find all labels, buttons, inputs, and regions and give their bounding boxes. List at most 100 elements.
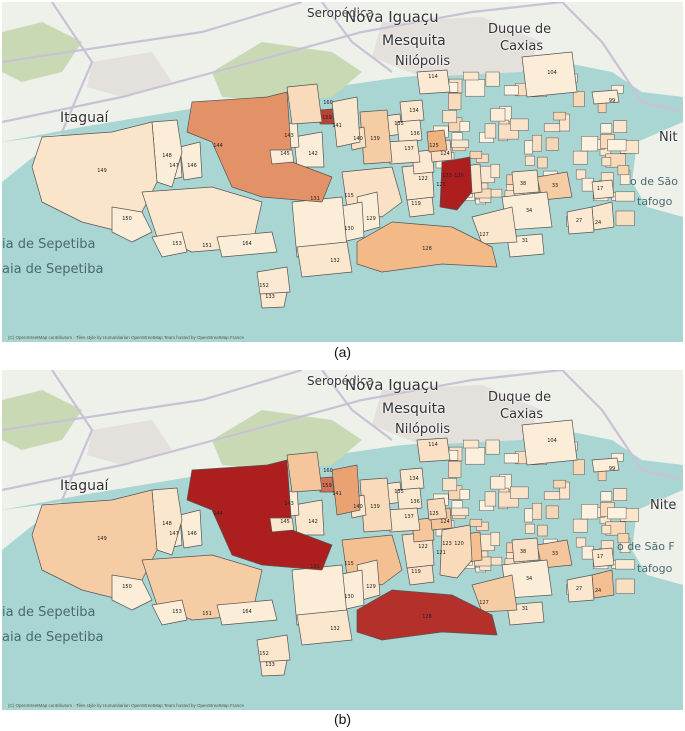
region-filler [572,91,585,107]
region-label-120: 120 [454,173,464,179]
region-label-119: 119 [411,201,421,207]
region-136 [396,487,423,511]
road-line [2,2,303,64]
basemap-urban-area-1 [372,17,542,77]
region-label-141: 141 [332,123,342,129]
basemap-urban-area-2 [87,420,172,465]
region-125 [426,129,448,153]
region-label-146: 146 [187,163,197,169]
place-label-nilopolis: Nilópolis [395,54,451,69]
region-label-149: 149 [97,168,107,174]
region-104 [521,51,578,98]
place-label-sepetiba-1: ia de Sepetiba [2,237,96,252]
region-filler [572,518,588,533]
region-filler [484,123,497,139]
region-filler [442,110,458,124]
region-label-147: 147 [169,163,179,169]
region-label-139: 139 [370,136,380,142]
region-filler [448,460,462,478]
region-label-38: 38 [520,181,526,187]
region-label-24: 24 [595,220,601,226]
region-filler [490,164,500,178]
map-a-svg: 17 24 27 31 33 34 38 99 104 114 115 119 120 121 122 123… [2,2,683,342]
region-filler [545,505,559,519]
basemap-green-area-1 [212,410,362,470]
region-160 [286,83,323,125]
region-filler [601,525,612,535]
region-filler [451,507,469,516]
region-label-160: 160 [323,100,333,106]
region-filler [465,447,486,465]
region-filler [581,177,594,192]
region-label-27: 27 [576,218,582,224]
place-label-caxias: Caxias [500,39,544,54]
region-filler [490,108,506,122]
road-line [2,370,563,492]
region-label-104: 104 [547,438,557,444]
region-label-33: 33 [552,183,558,189]
region-label-137: 137 [404,146,414,152]
region-filler [442,478,458,492]
region-99 [591,89,620,105]
region-label-115: 115 [344,193,354,199]
region-128 [356,221,498,273]
region-label-148: 148 [162,153,172,159]
region-filler [463,439,480,449]
region-label-140: 140 [353,136,363,142]
road-line [321,370,393,441]
region-filler [448,92,462,110]
region-filler [524,508,533,523]
road-line [321,2,393,73]
region-label-127: 127 [479,600,489,606]
region-119 [406,196,435,218]
region-label-127: 127 [479,232,489,238]
region-filler [615,210,635,226]
region-label-31: 31 [522,238,528,244]
region-filler [575,537,587,548]
region-filler [615,578,635,594]
region-filler [581,545,594,560]
region-label-143: 143 [284,501,294,507]
place-label-itaguai: Itaguaí [60,478,109,494]
region-114 [416,69,451,95]
region-label-142: 142 [308,151,318,157]
region-filler [465,79,486,97]
region-filler [503,85,519,96]
region-17 [591,179,615,200]
region-filler [613,488,628,501]
road-line [2,2,563,124]
region-label-141: 141 [332,491,342,497]
choropleth-b [31,419,639,677]
region-label-17: 17 [597,554,603,560]
region-filler [524,523,535,534]
region-filler [469,518,483,527]
region-99 [591,457,620,473]
region-filler [617,165,630,176]
region-label-123: 123 [442,173,452,179]
region-132 [296,241,353,278]
region-150 [111,574,153,611]
region-146 [179,141,203,181]
region-filler [510,486,529,499]
region-152 [256,634,291,663]
region-filler [510,118,529,131]
region-label-136: 136 [410,499,420,505]
region-filler [503,453,519,464]
region-label-135: 135 [394,489,404,495]
region-filler [524,140,533,155]
region-label-131: 131 [310,196,320,202]
region-label-131: 131 [310,564,320,570]
region-label-149: 149 [97,536,107,542]
basemap-niteroi-land [632,122,683,217]
region-label-33: 33 [552,551,558,557]
place-label-niteroi: Nite [650,498,677,513]
region-label-134: 134 [409,476,419,482]
region-label-122: 122 [418,176,428,182]
place-label-nilopolis: Nilópolis [395,422,451,437]
region-filler [532,134,542,152]
region-label-31: 31 [522,606,528,612]
region-label-99: 99 [609,466,615,472]
region-114 [416,437,451,463]
region-label-146: 146 [187,531,197,537]
region-121 [439,524,473,579]
